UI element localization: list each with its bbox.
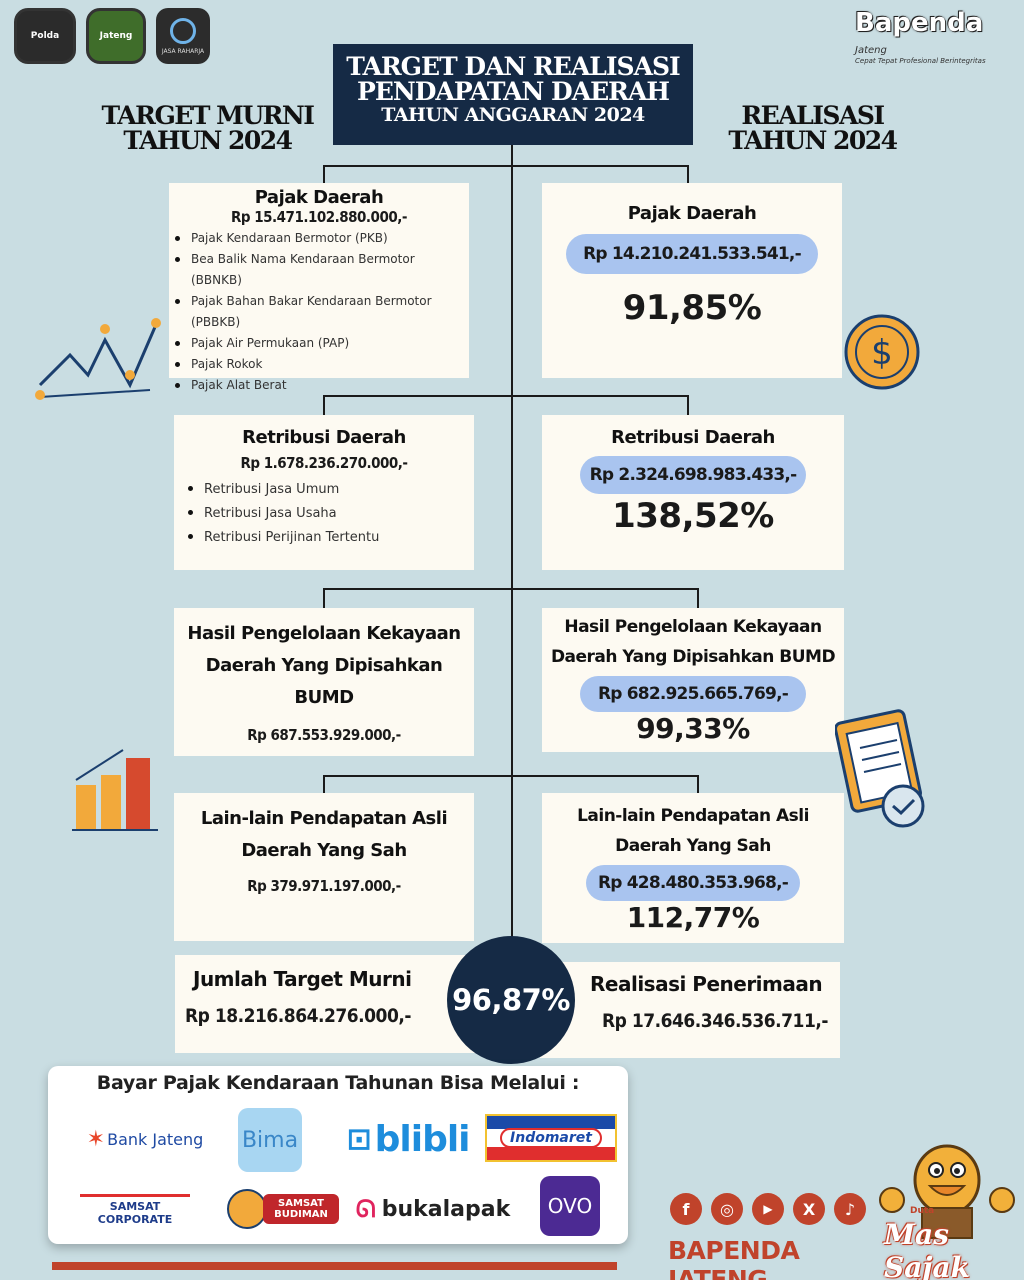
right-title: REALISASI TAHUN 2024 — [728, 101, 898, 155]
list-item: Pajak Rokok — [173, 354, 469, 375]
connector-2-right — [687, 395, 689, 415]
connector-4-right — [697, 775, 699, 793]
main-title: TARGET DAN REALISASI PENDAPATAN DAERAH T… — [333, 44, 693, 145]
left-title: TARGET MURNI TAHUN 2024 — [101, 101, 315, 155]
connector-1-left — [323, 165, 325, 183]
svg-text:$: $ — [871, 333, 893, 373]
bapenda-brand: Bapenda Jateng Cepat Tepat Profesional B… — [855, 8, 986, 65]
mascot: Duta Mas Sajak — [872, 1130, 1022, 1280]
bank-jateng-logo[interactable]: ✶ Bank Jateng — [86, 1126, 204, 1152]
blibli-logo[interactable]: ⊡ blibli — [346, 1118, 470, 1160]
real-retribusi-amount: Rp 2.324.698.983.433,- — [580, 456, 806, 494]
total-percent-circle: 96,87% — [447, 936, 575, 1064]
bank-jateng-icon: ✶ — [86, 1126, 106, 1152]
polda-logo: Polda — [14, 8, 76, 64]
list-item: Pajak Bahan Bakar Kendaraan Bermotor (PB… — [173, 291, 453, 333]
bukalapak-logo[interactable]: ᘏ bukalapak — [355, 1195, 511, 1223]
blibli-bag-icon: ⊡ — [346, 1121, 371, 1157]
target-card-lainlain: Lain-lain Pendapatan Asli Daerah Yang Sa… — [174, 793, 474, 941]
footer-bar — [52, 1262, 617, 1270]
bukalapak-icon: ᘏ — [355, 1195, 376, 1223]
target-retribusi-list: Retribusi Jasa Umum Retribusi Jasa Usaha… — [174, 478, 474, 550]
target-card-bumd: Hasil Pengelolaan Kekayaan Daerah Yang D… — [174, 608, 474, 756]
social-icons: f ◎ ▶ X ♪ — [670, 1193, 870, 1229]
real-card-pajak: Pajak Daerah Rp 14.210.241.533.541,- 91,… — [542, 183, 842, 378]
list-item: Retribusi Jasa Usaha — [186, 502, 474, 526]
ovo-logo[interactable]: OVO — [540, 1176, 600, 1236]
connector-1-right — [687, 165, 689, 183]
samsat-budiman-logo[interactable]: SAMSAT BUDIMAN — [220, 1184, 346, 1234]
connector-4-left — [323, 775, 325, 793]
mascot-duck-icon — [879, 1144, 1015, 1239]
list-item: Pajak Alat Berat — [173, 375, 469, 396]
list-item: Pajak Kendaraan Bermotor (PKB) — [173, 228, 469, 249]
connector-2-left — [323, 395, 325, 415]
jasa-raharja-icon — [170, 17, 196, 44]
connector-2 — [323, 395, 689, 397]
center-line — [511, 145, 513, 945]
real-lainlain-amount: Rp 428.480.353.968,- — [586, 865, 800, 901]
facebook-icon[interactable]: f — [670, 1193, 702, 1225]
instagram-icon[interactable]: ◎ — [711, 1193, 743, 1225]
connector-3 — [323, 588, 699, 590]
jateng-logo: Jateng — [86, 8, 146, 64]
list-item: Retribusi Jasa Umum — [186, 478, 474, 502]
list-item: Retribusi Perijinan Tertentu — [186, 526, 474, 550]
budiman-mascot-icon — [227, 1189, 267, 1229]
target-card-retribusi: Retribusi Daerah Rp 1.678.236.270.000,- … — [174, 415, 474, 570]
target-pajak-list: Pajak Kendaraan Bermotor (PKB) Bea Balik… — [169, 228, 469, 396]
connector-3-right — [697, 588, 699, 608]
target-card-pajak: Pajak Daerah Rp 15.471.102.880.000,- Paj… — [169, 183, 469, 392]
samsat-corporate-logo[interactable]: SAMSAT CORPORATE — [80, 1184, 190, 1236]
clipboard-icon — [835, 709, 925, 828]
indomaret-logo[interactable]: Indomaret — [485, 1114, 617, 1162]
bar-chart-icon — [72, 749, 158, 831]
bima-logo[interactable]: Bima — [238, 1108, 302, 1172]
footer-brand: BAPENDA JATENG — [668, 1236, 800, 1280]
real-bumd-amount: Rp 682.925.665.769,- — [580, 676, 806, 712]
youtube-icon[interactable]: ▶ — [752, 1193, 784, 1225]
real-card-bumd: Hasil Pengelolaan Kekayaan Daerah Yang D… — [542, 608, 844, 752]
connector-3-left — [323, 588, 325, 608]
real-card-lainlain: Lain-lain Pendapatan Asli Daerah Yang Sa… — [542, 793, 844, 943]
line-chart-icon — [35, 318, 161, 400]
total-target-card: Jumlah Target Murni Rp 18.216.864.276.00… — [175, 955, 475, 1053]
x-twitter-icon[interactable]: X — [793, 1193, 825, 1225]
connector-4 — [323, 775, 699, 777]
tiktok-icon[interactable]: ♪ — [834, 1193, 866, 1225]
list-item: Pajak Air Permukaan (PAP) — [173, 333, 469, 354]
list-item: Bea Balik Nama Kendaraan Bermotor (BBNKB… — [173, 249, 469, 291]
dollar-coin-icon: $ — [844, 314, 920, 390]
real-card-retribusi: Retribusi Daerah Rp 2.324.698.983.433,- … — [542, 415, 844, 570]
total-real-card: Realisasi Penerimaan Rp 17.646.346.536.7… — [540, 962, 840, 1058]
connector-1 — [323, 165, 689, 167]
payment-panel: Bayar Pajak Kendaraan Tahunan Bisa Melal… — [48, 1066, 628, 1244]
real-pajak-amount: Rp 14.210.241.533.541,- — [566, 234, 818, 274]
jasa-raharja-logo: JASA RAHARJA — [156, 8, 210, 64]
